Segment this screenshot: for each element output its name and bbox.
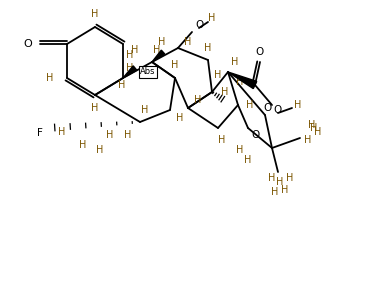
Text: O: O	[252, 130, 260, 140]
Text: H: H	[96, 145, 104, 155]
Text: H: H	[131, 45, 139, 55]
Text: H: H	[268, 173, 276, 183]
Text: H: H	[176, 113, 184, 123]
Text: H: H	[314, 127, 322, 137]
Text: H: H	[118, 80, 126, 90]
Text: O: O	[274, 105, 282, 115]
Text: H: H	[184, 37, 192, 47]
Text: H: H	[294, 100, 302, 110]
Text: H: H	[218, 135, 226, 145]
Text: H: H	[286, 173, 294, 183]
Polygon shape	[152, 50, 165, 62]
Text: O: O	[256, 47, 264, 57]
Text: H: H	[106, 130, 114, 140]
Text: H: H	[126, 63, 134, 73]
Text: H: H	[310, 123, 318, 133]
Text: H: H	[244, 155, 252, 165]
Polygon shape	[123, 66, 137, 78]
Text: H: H	[281, 185, 289, 195]
Text: H: H	[231, 57, 239, 67]
Text: H: H	[308, 120, 316, 130]
Text: H: H	[91, 9, 99, 19]
Text: Abs: Abs	[140, 67, 156, 77]
Text: H: H	[58, 127, 66, 137]
Text: H: H	[208, 13, 216, 23]
Text: H: H	[194, 95, 202, 105]
Text: H: H	[246, 100, 254, 110]
Text: H: H	[171, 60, 179, 70]
Text: H: H	[271, 187, 279, 197]
Text: H: H	[126, 50, 134, 60]
Text: O: O	[195, 20, 203, 30]
Text: H: H	[46, 73, 54, 83]
Polygon shape	[228, 72, 257, 89]
Text: H: H	[79, 140, 87, 150]
Text: H: H	[221, 87, 229, 97]
Text: H: H	[204, 43, 212, 53]
Text: O: O	[23, 39, 32, 49]
Text: H: H	[276, 177, 284, 187]
Text: H: H	[236, 145, 244, 155]
Text: H: H	[214, 70, 222, 80]
Text: H: H	[236, 77, 244, 87]
Text: H: H	[158, 37, 166, 47]
Text: H: H	[124, 130, 132, 140]
Text: H: H	[153, 45, 161, 55]
Text: H: H	[141, 105, 149, 115]
Text: F: F	[37, 128, 43, 138]
Text: O: O	[264, 103, 272, 113]
Text: H: H	[304, 135, 312, 145]
Text: H: H	[91, 103, 99, 113]
